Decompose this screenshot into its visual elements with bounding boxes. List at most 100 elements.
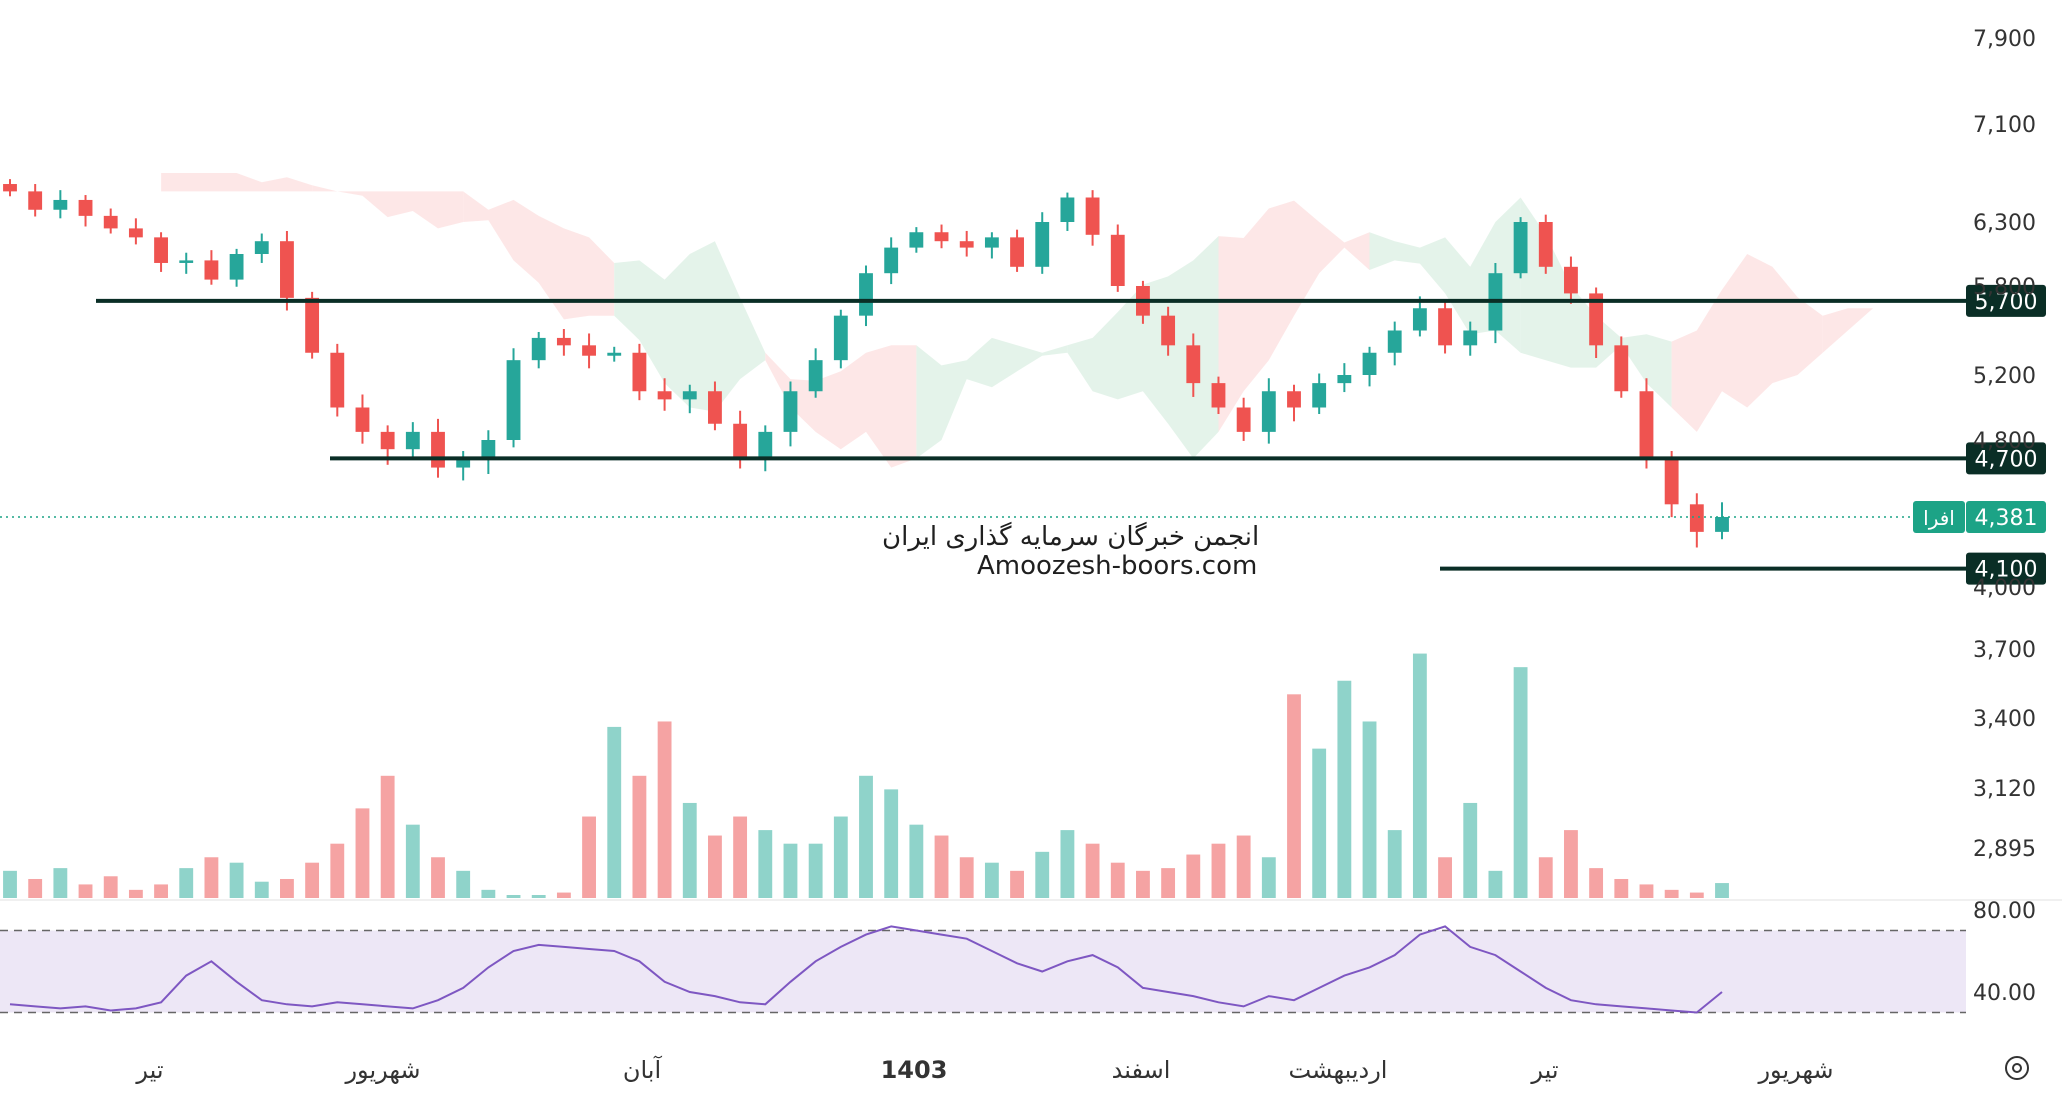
candle-body — [229, 254, 244, 280]
volume-bar — [859, 775, 873, 898]
volume-bar — [1614, 878, 1629, 898]
candle-body — [1614, 345, 1629, 392]
time-label: 1403 — [881, 1056, 948, 1084]
price-tick-label: 3,700 — [1973, 638, 2036, 663]
candle-body — [556, 337, 571, 346]
volume-bar — [607, 726, 622, 898]
candle-body — [884, 247, 899, 274]
volume-bar — [1589, 868, 1604, 898]
volume-bar — [1412, 653, 1427, 898]
time-label: تیر — [1530, 1056, 1558, 1084]
candle-body — [1060, 197, 1075, 222]
volume-bar — [1715, 883, 1729, 898]
cloud-segment — [614, 241, 766, 412]
candle-body — [1463, 330, 1478, 346]
candle-body — [506, 360, 521, 440]
volume-bar — [128, 889, 143, 898]
candle-body — [708, 391, 722, 424]
volume-bar — [1186, 854, 1201, 898]
candle-body — [1412, 308, 1427, 331]
candle-body — [1010, 237, 1024, 267]
volume-bar — [1362, 721, 1377, 898]
candle-body — [1211, 383, 1226, 408]
volume-bar — [708, 835, 722, 898]
candle-body — [204, 260, 219, 280]
cloud-segment — [1822, 308, 1874, 353]
volume-bar — [28, 878, 43, 898]
candle-body — [682, 391, 697, 400]
price-axis: 7,900 7,100 6,300 5,800 5,200 4,800 4,000 3,700… — [1973, 27, 2036, 862]
volume-bar — [1538, 857, 1553, 898]
volume-bar — [53, 868, 68, 898]
candle-body — [431, 431, 445, 468]
volume-bar — [531, 895, 546, 898]
volume-bar — [204, 857, 219, 898]
cloud-segment — [1671, 254, 1823, 432]
price-candles — [3, 179, 1729, 548]
volume-bar — [884, 789, 899, 898]
volume-bar — [405, 824, 420, 898]
candle-body — [833, 315, 848, 361]
volume-bar — [305, 862, 320, 898]
volume-bar — [1312, 748, 1327, 898]
volume-bar — [632, 775, 647, 898]
ichimoku-cloud — [161, 173, 1874, 468]
candle-body — [28, 191, 43, 210]
volume-bar — [959, 857, 974, 898]
volume-bar — [1136, 870, 1150, 898]
price-tick-label: 7,100 — [1973, 113, 2036, 138]
rsi-panel: 80.00 40.00 — [0, 899, 2062, 1014]
level-label-bg — [1966, 552, 2046, 585]
level-label-bg — [1966, 442, 2046, 475]
candle-body — [1715, 516, 1729, 532]
candle-body — [808, 360, 823, 392]
candle-body — [1387, 330, 1402, 353]
candle-body — [254, 241, 269, 254]
candle-body — [733, 423, 748, 459]
volume-bar — [431, 857, 445, 898]
time-label: تیر — [135, 1056, 163, 1084]
volume-bar — [1488, 870, 1503, 898]
volume-bar — [355, 808, 370, 898]
cloud-segment — [161, 173, 313, 192]
candle-body — [1312, 383, 1327, 408]
candle-body — [859, 273, 873, 316]
price-tick-label: 2,895 — [1973, 837, 2036, 862]
rsi-tick-label: 80.00 — [1973, 899, 2036, 924]
time-axis: تیر شهریور آبان 1403 اسفند اردیبهشت تیر شهریور — [135, 1055, 1833, 1084]
price-tick-label: 6,300 — [1973, 211, 2036, 236]
rsi-band — [0, 930, 1966, 1013]
candle-body — [1161, 315, 1176, 346]
settings-icon[interactable] — [2005, 1056, 2029, 1080]
volume-bar — [984, 862, 999, 898]
candle-body — [1639, 391, 1654, 459]
cloud-segment — [765, 345, 917, 468]
candle-body — [179, 260, 194, 263]
candle-body — [934, 232, 949, 242]
volume-bar — [1689, 892, 1704, 898]
candle-body — [1664, 458, 1679, 505]
watermark-line-2: Amoozesh-boors.com — [977, 551, 1258, 581]
volume-bar — [380, 775, 395, 898]
volume-bar — [229, 862, 244, 898]
volume-bar — [1287, 694, 1301, 898]
candle-body — [984, 237, 999, 248]
volume-bar — [506, 895, 521, 898]
volume-bar — [833, 816, 848, 898]
volume-bar — [1110, 862, 1125, 898]
symbol-label-bg — [1913, 500, 1965, 533]
volume-bar — [783, 843, 798, 898]
level-label: 5,700 — [1975, 290, 2038, 315]
candle-body — [1362, 352, 1377, 375]
cloud-segment — [916, 337, 1068, 459]
volume-bar — [1337, 680, 1352, 898]
volume-bar — [758, 830, 773, 898]
watermark-line-1: انجمن خبرگان سرمایه گذاری ایران — [882, 522, 1260, 552]
rsi-tick-label: 40.00 — [1973, 981, 2036, 1006]
last-price-label: 4,381 — [1975, 506, 2038, 531]
volume-bar — [1060, 830, 1075, 898]
volume-bar — [1664, 889, 1679, 898]
volume-bar — [1513, 667, 1528, 898]
candle-body — [783, 391, 798, 432]
